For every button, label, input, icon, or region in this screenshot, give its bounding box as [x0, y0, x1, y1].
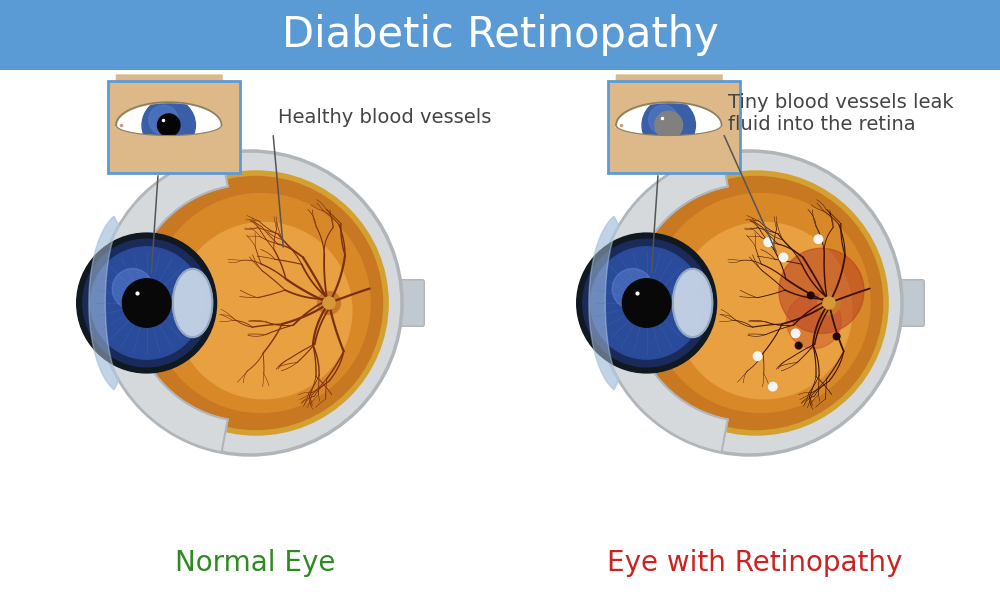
Text: Eye with Retinopathy: Eye with Retinopathy — [607, 549, 903, 577]
Circle shape — [590, 247, 703, 359]
Circle shape — [622, 278, 671, 327]
Circle shape — [126, 173, 386, 433]
Circle shape — [753, 352, 762, 361]
Circle shape — [779, 253, 788, 261]
Polygon shape — [589, 216, 619, 390]
Ellipse shape — [616, 102, 722, 148]
Circle shape — [626, 173, 886, 433]
Text: Normal Eye: Normal Eye — [175, 549, 335, 577]
Circle shape — [642, 98, 695, 152]
Circle shape — [77, 234, 216, 372]
Text: Tiny blood vessels leak
fluid into the retina: Tiny blood vessels leak fluid into the r… — [728, 92, 954, 134]
Polygon shape — [89, 216, 119, 390]
Ellipse shape — [116, 102, 222, 148]
Circle shape — [833, 333, 840, 340]
Circle shape — [612, 269, 653, 309]
Circle shape — [77, 233, 217, 373]
Circle shape — [769, 382, 777, 391]
Bar — [608, 81, 740, 173]
Circle shape — [176, 223, 352, 399]
Circle shape — [318, 292, 340, 314]
Circle shape — [83, 239, 210, 367]
Ellipse shape — [173, 269, 212, 337]
Circle shape — [583, 239, 710, 367]
Circle shape — [791, 329, 800, 337]
Polygon shape — [589, 216, 619, 390]
Circle shape — [807, 292, 814, 299]
Bar — [0, 0, 1000, 70]
Circle shape — [112, 269, 153, 309]
Circle shape — [814, 235, 823, 243]
Circle shape — [598, 151, 902, 455]
Ellipse shape — [173, 269, 212, 337]
Circle shape — [122, 278, 171, 327]
Circle shape — [122, 278, 171, 327]
Circle shape — [795, 342, 802, 349]
Circle shape — [622, 278, 671, 327]
Circle shape — [577, 234, 716, 372]
Circle shape — [98, 151, 402, 455]
Ellipse shape — [673, 269, 712, 337]
Circle shape — [655, 111, 683, 139]
Bar — [108, 81, 240, 173]
Bar — [608, 81, 740, 173]
Circle shape — [764, 238, 772, 246]
Circle shape — [676, 223, 852, 399]
Polygon shape — [89, 216, 119, 390]
Polygon shape — [98, 154, 228, 452]
FancyBboxPatch shape — [887, 280, 924, 326]
Bar — [108, 81, 240, 173]
Circle shape — [83, 239, 210, 367]
Circle shape — [779, 248, 864, 333]
Circle shape — [583, 239, 710, 367]
FancyBboxPatch shape — [387, 280, 424, 326]
Circle shape — [590, 247, 703, 359]
Circle shape — [823, 297, 835, 309]
Circle shape — [149, 105, 178, 134]
Circle shape — [818, 292, 840, 314]
Circle shape — [90, 247, 203, 359]
Circle shape — [651, 193, 870, 412]
Text: Healthy blood vessels: Healthy blood vessels — [278, 108, 491, 128]
Circle shape — [158, 114, 180, 136]
Circle shape — [323, 297, 335, 309]
Text: Diabetic Retinopathy: Diabetic Retinopathy — [282, 14, 718, 56]
Polygon shape — [598, 154, 728, 452]
Circle shape — [90, 247, 203, 359]
Circle shape — [649, 105, 678, 134]
Circle shape — [151, 193, 370, 412]
Circle shape — [108, 264, 153, 309]
Circle shape — [577, 233, 717, 373]
Circle shape — [608, 264, 653, 309]
Circle shape — [142, 98, 195, 152]
Ellipse shape — [673, 269, 712, 337]
Circle shape — [786, 294, 841, 348]
